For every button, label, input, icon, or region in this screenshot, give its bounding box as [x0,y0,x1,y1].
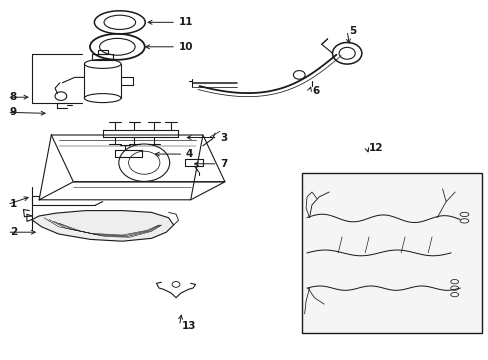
Text: 13: 13 [182,321,196,331]
Text: 2: 2 [10,227,17,237]
Text: 6: 6 [311,86,319,96]
Text: 7: 7 [220,159,227,169]
Text: 4: 4 [185,149,193,159]
Text: 3: 3 [220,132,227,143]
Text: 10: 10 [178,42,193,52]
Text: 8: 8 [10,92,17,102]
Text: 1: 1 [10,199,17,210]
Text: 12: 12 [368,143,383,153]
Polygon shape [32,211,173,241]
Text: 5: 5 [349,26,356,36]
Text: 11: 11 [178,17,193,27]
Bar [302,173,481,333]
Text: 9: 9 [10,107,17,117]
